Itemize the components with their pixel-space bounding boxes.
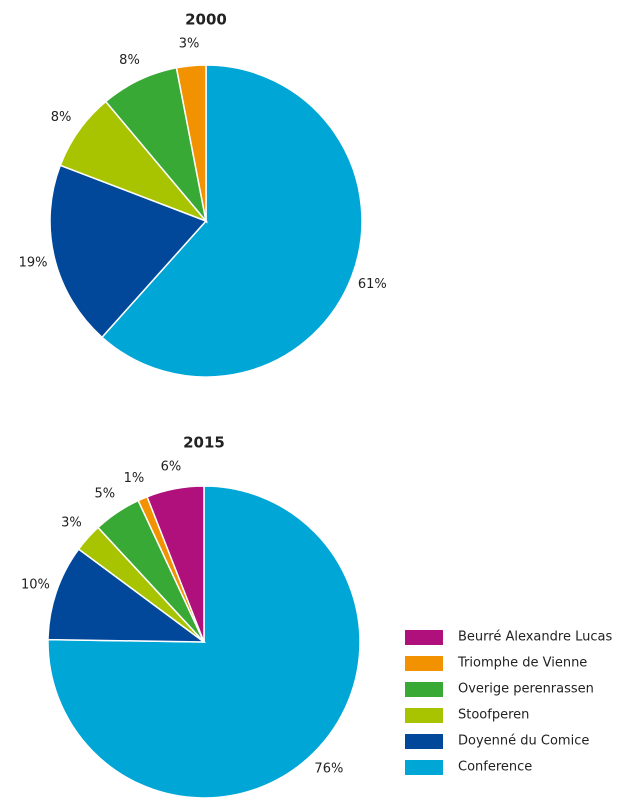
legend-swatch [405,760,443,775]
data-label: 19% [19,255,48,270]
legend-label: Stoofperen [458,708,529,723]
legend-swatch [405,734,443,749]
data-label: 3% [179,36,200,51]
data-label: 6% [161,460,182,475]
legend-label: Beurré Alexandre Lucas [458,630,612,645]
pie-slice [100,64,363,378]
pie-slice [146,485,205,643]
legend-swatch [405,656,443,671]
legend-label: Overige perenrassen [458,682,594,697]
legend-label: Triomphe de Vienne [457,656,587,671]
pie-slice [49,164,208,339]
pie-slice [175,64,207,222]
data-label: 10% [21,577,50,592]
data-label: 3% [61,516,82,531]
legend-label: Doyenné du Comice [458,734,589,749]
legend-swatch [405,630,443,645]
chart-title: 2015 [183,434,225,452]
legend-label: Conference [458,760,532,775]
data-label: 76% [314,761,343,776]
data-label: 5% [95,487,116,502]
legend-swatch [405,682,443,697]
pie-slice [47,548,207,643]
pie-slice [47,485,361,798]
chart-title: 2000 [185,11,227,29]
data-label: 61% [358,277,387,292]
data-label: 8% [51,110,72,125]
data-label: 1% [124,471,145,486]
data-label: 8% [119,53,140,68]
legend-swatch [405,708,443,723]
